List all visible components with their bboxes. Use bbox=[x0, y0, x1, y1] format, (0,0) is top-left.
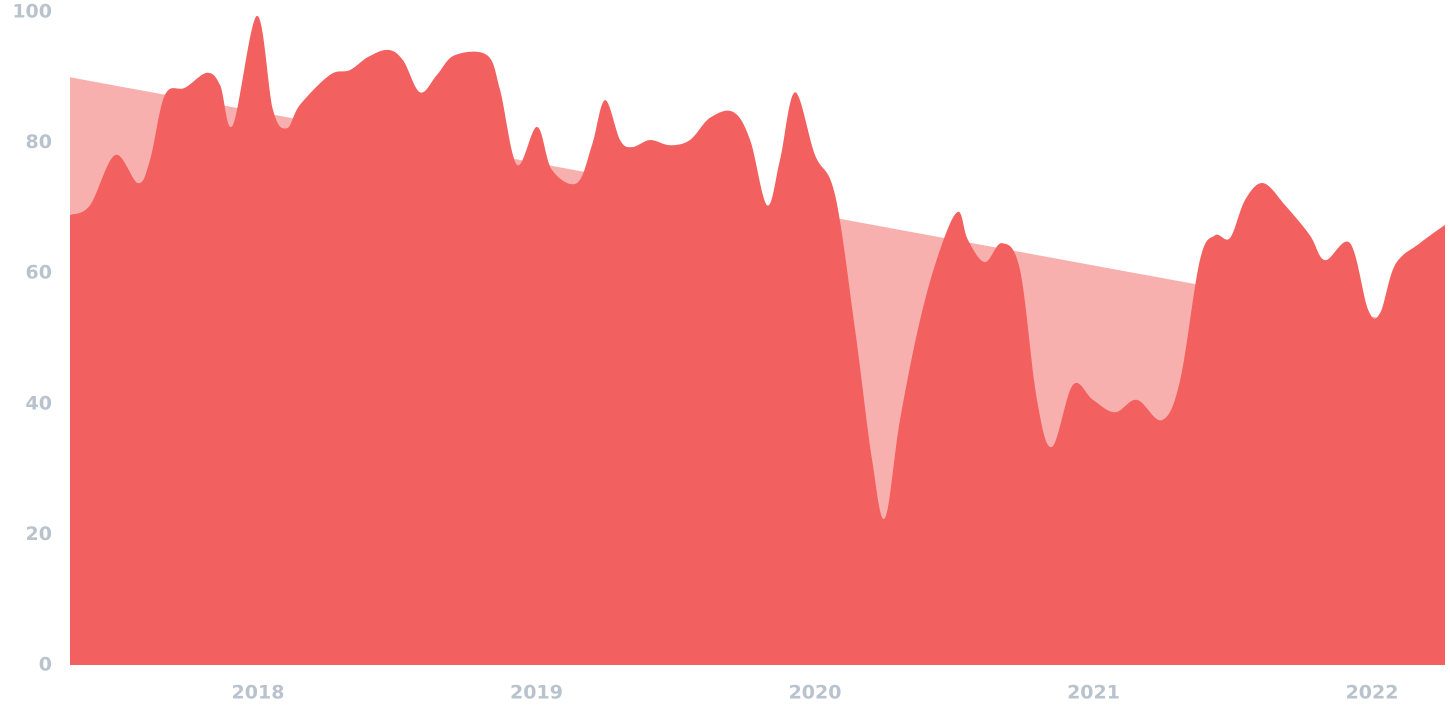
x-tick-label: 2020 bbox=[789, 682, 842, 704]
y-tick-label: 20 bbox=[26, 523, 52, 545]
x-tick-label: 2019 bbox=[510, 682, 563, 704]
area bbox=[70, 15, 1445, 666]
y-tick-label: 80 bbox=[26, 131, 52, 153]
x-tick-label: 2021 bbox=[1067, 682, 1120, 704]
y-tick-label: 60 bbox=[26, 262, 52, 284]
y-tick-label: 100 bbox=[12, 1, 52, 23]
x-tick-label: 2018 bbox=[232, 682, 285, 704]
y-tick-label: 40 bbox=[26, 392, 52, 414]
y-tick-label: 0 bbox=[39, 654, 52, 676]
x-tick-label: 2022 bbox=[1346, 682, 1399, 704]
